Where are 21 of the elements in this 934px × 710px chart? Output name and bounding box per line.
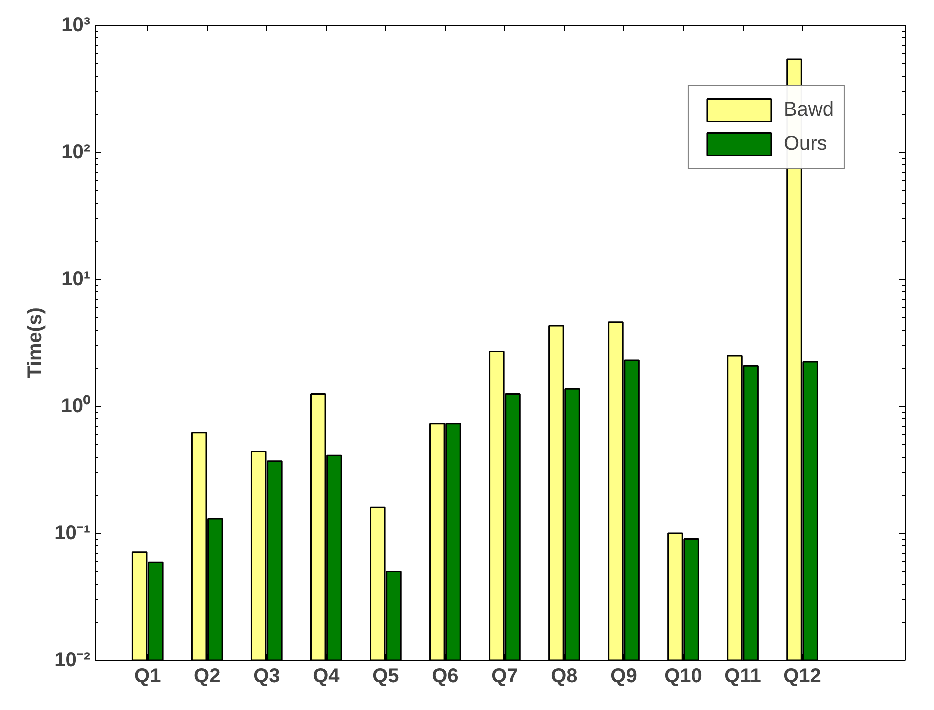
x-tick-label: Q10 — [664, 666, 702, 688]
x-tick-label: Q5 — [372, 666, 400, 688]
x-tick-label: Q6 — [432, 666, 459, 688]
legend-label: Bawd — [784, 98, 834, 122]
x-tick-label: Q3 — [254, 666, 280, 688]
x-tick-label: Q11 — [724, 666, 762, 688]
x-tick-label: Q8 — [551, 666, 578, 688]
x-tick-label: Q4 — [313, 666, 341, 688]
y-tick-label: 10¹ — [62, 268, 91, 290]
y-tick-label: 10³ — [62, 14, 91, 36]
y-axis-title: Time(s) — [24, 308, 47, 378]
x-tick-label: Q2 — [194, 666, 221, 688]
y-tick-label: 10⁻¹ — [54, 522, 91, 544]
x-tick-label: Q1 — [134, 666, 162, 688]
x-tick-label: Q9 — [610, 666, 638, 688]
legend-label: Ours — [784, 132, 828, 156]
y-tick-label: 10⁻² — [54, 650, 91, 672]
x-tick-label: Q12 — [784, 666, 822, 688]
y-tick-label: 10² — [62, 142, 91, 164]
y-tick-label: 10⁰ — [61, 394, 91, 418]
x-tick-label: Q7 — [492, 666, 518, 688]
